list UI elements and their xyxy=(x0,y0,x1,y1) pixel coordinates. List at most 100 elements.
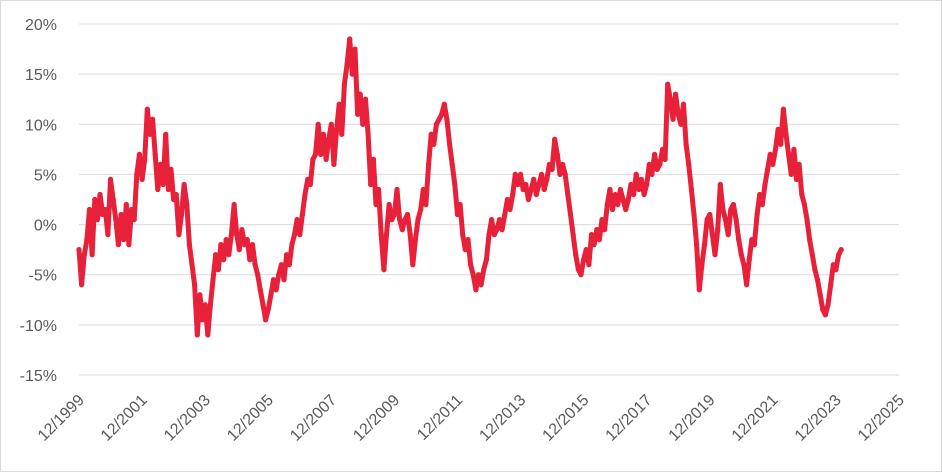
data-point xyxy=(86,206,93,213)
data-point xyxy=(199,317,206,323)
data-point xyxy=(457,201,463,208)
data-point xyxy=(691,211,697,218)
x-tick-label: 12/2017 xyxy=(603,392,656,445)
x-tick-label: 12/2021 xyxy=(729,392,782,445)
data-point xyxy=(602,227,608,233)
data-point xyxy=(213,252,219,258)
data-point xyxy=(722,217,729,223)
data-point xyxy=(276,272,282,278)
data-point xyxy=(139,176,145,182)
data-point xyxy=(515,181,521,188)
data-point xyxy=(573,252,579,258)
data-point xyxy=(473,287,479,293)
data-point xyxy=(315,121,321,127)
data-point xyxy=(804,217,810,223)
data-point xyxy=(520,186,526,193)
data-point xyxy=(136,151,142,157)
data-point xyxy=(410,262,416,268)
data-point xyxy=(160,181,166,188)
data-point xyxy=(633,171,639,177)
data-point xyxy=(741,262,747,268)
data-point xyxy=(260,302,266,308)
data-point xyxy=(399,227,405,233)
data-point xyxy=(131,217,137,223)
data-point xyxy=(270,277,277,283)
data-point xyxy=(165,186,171,193)
data-point xyxy=(247,257,253,263)
data-point xyxy=(394,186,400,193)
data-point xyxy=(665,81,671,87)
data-point xyxy=(478,282,484,288)
data-point xyxy=(404,211,411,218)
data-point xyxy=(659,146,666,152)
data-point xyxy=(299,211,305,218)
data-point xyxy=(554,151,560,157)
data-point xyxy=(178,211,185,218)
data-point xyxy=(89,252,95,258)
data-point xyxy=(92,196,98,203)
data-point xyxy=(376,186,382,193)
data-point xyxy=(79,282,85,288)
data-point xyxy=(565,191,571,198)
data-point xyxy=(507,206,513,213)
data-point xyxy=(825,302,831,308)
data-point xyxy=(631,191,637,198)
data-point xyxy=(704,217,710,223)
data-point xyxy=(76,247,82,253)
data-point xyxy=(383,232,390,238)
data-point xyxy=(447,141,453,147)
data-point xyxy=(609,206,616,213)
data-point xyxy=(796,161,802,167)
data-point xyxy=(628,181,634,188)
y-tick-label: -15% xyxy=(20,368,57,385)
data-point xyxy=(339,131,345,137)
data-point xyxy=(539,171,545,177)
data-point xyxy=(397,217,403,223)
data-point xyxy=(215,267,221,273)
data-point xyxy=(496,217,503,223)
data-point xyxy=(320,131,326,137)
data-point xyxy=(194,332,200,338)
data-point xyxy=(770,161,776,167)
data-point xyxy=(150,116,156,122)
data-point xyxy=(757,191,763,198)
data-point xyxy=(623,206,629,213)
data-point xyxy=(412,237,418,243)
data-point xyxy=(328,121,334,127)
data-point xyxy=(625,196,631,203)
data-point xyxy=(181,181,187,188)
data-point xyxy=(171,196,177,203)
x-tick-label: 12/2023 xyxy=(792,392,845,445)
data-point xyxy=(428,131,434,137)
data-point xyxy=(617,186,624,193)
data-point xyxy=(357,91,363,97)
data-point xyxy=(231,201,237,208)
data-point xyxy=(249,242,256,248)
data-point xyxy=(475,272,482,278)
data-point xyxy=(607,186,613,193)
data-point xyxy=(239,227,245,233)
data-point xyxy=(402,217,408,223)
data-point xyxy=(749,237,755,243)
data-point xyxy=(341,81,347,87)
data-point xyxy=(836,252,842,258)
data-point xyxy=(683,141,689,147)
data-point xyxy=(612,191,618,198)
data-point xyxy=(197,292,203,298)
data-point xyxy=(436,116,442,122)
data-point xyxy=(657,161,663,167)
data-point xyxy=(709,232,716,238)
data-point xyxy=(305,176,311,182)
data-point xyxy=(281,277,287,283)
data-point xyxy=(809,252,815,258)
data-point xyxy=(791,146,797,152)
data-point xyxy=(94,217,100,223)
data-point xyxy=(207,302,213,308)
data-point xyxy=(754,211,760,218)
data-point xyxy=(263,317,269,323)
data-point xyxy=(772,146,779,152)
data-point xyxy=(176,232,182,238)
data-point xyxy=(426,161,432,167)
data-point xyxy=(126,242,132,248)
